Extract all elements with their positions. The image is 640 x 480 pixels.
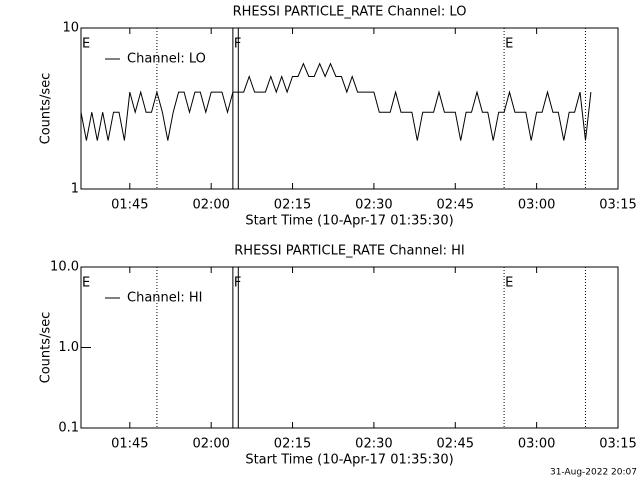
flag-label: E	[82, 37, 90, 52]
data-line	[80, 62, 592, 141]
x-axis-label: Start Time (10-Apr-17 01:35:30)	[245, 453, 453, 468]
y-axis-label: Counts/sec	[39, 73, 54, 145]
flag-label: E	[82, 276, 90, 291]
legend-label: Channel: HI	[127, 291, 203, 306]
x-axis-label: Start Time (10-Apr-17 01:35:30)	[245, 214, 453, 229]
flag-label: E	[505, 276, 513, 291]
x-tick-label: 02:00	[192, 198, 229, 213]
x-tick-label: 02:00	[192, 437, 229, 452]
footer: 31-Aug-2022 20:07	[550, 468, 637, 478]
y-axis-label: Counts/sec	[39, 312, 54, 384]
plot-frame	[80, 27, 619, 190]
legend-label: Channel: LO	[127, 52, 206, 67]
chart-title: RHESSI PARTICLE_RATE Channel: LO	[233, 5, 467, 20]
y-tick-label: 10	[62, 21, 79, 36]
x-tick-label: 02:45	[437, 198, 474, 213]
x-tick-label: 02:15	[274, 437, 311, 452]
flag-label: F	[234, 37, 241, 52]
x-tick-label: 03:00	[518, 437, 555, 452]
x-tick-label: 03:00	[518, 198, 555, 213]
flag-label: F	[234, 276, 241, 291]
x-tick-label: 03:15	[599, 198, 636, 213]
y-tick-label: 0.1	[58, 421, 79, 436]
x-tick-label: 02:15	[274, 198, 311, 213]
x-tick-label: 02:30	[355, 198, 392, 213]
flag-label: E	[505, 37, 513, 52]
x-tick-label: 02:45	[437, 437, 474, 452]
chart-title: RHESSI PARTICLE_RATE Channel: HI	[234, 244, 464, 259]
x-tick-label: 03:15	[599, 437, 636, 452]
y-tick-label: 10.0	[50, 260, 79, 275]
x-tick-label: 01:45	[111, 437, 148, 452]
y-tick-label: 1	[71, 182, 79, 197]
x-tick-label: 02:30	[355, 437, 392, 452]
y-tick-label: 1.0	[58, 340, 79, 355]
x-tick-label: 01:45	[111, 198, 148, 213]
